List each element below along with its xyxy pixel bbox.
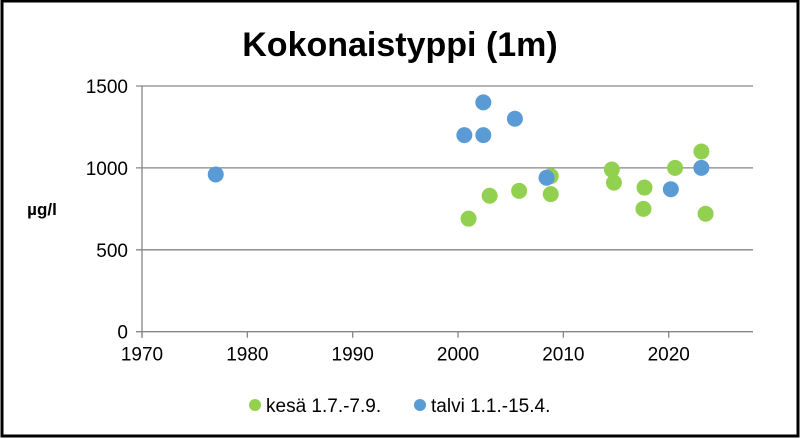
data-point-kesa <box>460 210 477 227</box>
data-point-talvi <box>207 166 224 183</box>
data-point-talvi <box>475 127 492 144</box>
data-point-talvi <box>475 94 492 111</box>
data-point-talvi <box>456 127 473 144</box>
y-tick-label: 1500 <box>86 77 128 98</box>
chart-title: Kokonaistyppi (1m) <box>242 26 557 64</box>
x-tick-label: 2000 <box>437 345 479 366</box>
data-point-talvi <box>662 181 679 198</box>
y-tick-label: 0 <box>117 323 128 344</box>
data-point-talvi <box>538 169 555 186</box>
data-point-kesa <box>542 186 559 203</box>
data-point-kesa <box>635 200 652 217</box>
data-point-kesa <box>697 205 714 222</box>
data-point-kesa <box>636 179 653 196</box>
data-point-kesa <box>481 187 498 204</box>
data-point-talvi <box>506 110 523 127</box>
x-tick-label: 2010 <box>542 345 584 366</box>
x-tick-label: 1990 <box>332 345 374 366</box>
y-tick-label: 1000 <box>86 159 128 180</box>
y-axis-label: µg/l <box>27 200 57 219</box>
x-tick-label: 1970 <box>121 345 163 366</box>
data-point-kesa <box>693 143 710 160</box>
x-tick-label: 2020 <box>648 345 690 366</box>
legend-label-talvi: talvi 1.1.-15.4. <box>431 396 550 417</box>
x-tick-label: 1980 <box>226 345 268 366</box>
data-point-kesa <box>667 159 684 176</box>
legend: kesä 1.7.-7.9. talvi 1.1.-15.4. <box>249 396 550 417</box>
data-point-kesa <box>603 161 620 178</box>
data-point-talvi <box>693 159 710 176</box>
legend-marker-talvi <box>414 399 426 411</box>
y-tick-label: 500 <box>96 241 128 262</box>
legend-label-kesa: kesä 1.7.-7.9. <box>266 396 381 417</box>
data-point-kesa <box>511 182 528 199</box>
data-point-kesa <box>605 174 622 191</box>
legend-marker-kesa <box>249 399 261 411</box>
